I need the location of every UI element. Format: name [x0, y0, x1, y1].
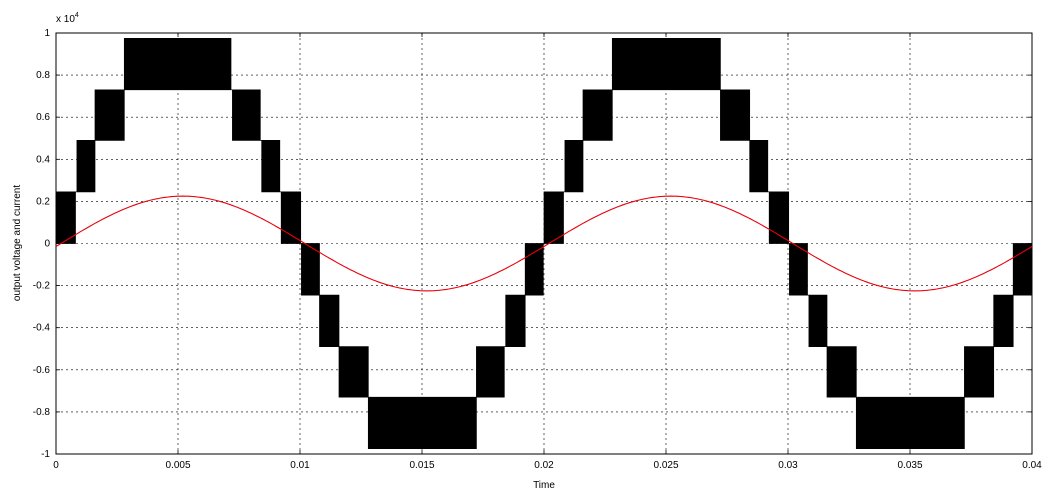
y-tick-label: -0.8: [33, 407, 51, 418]
y-tick-label: 1: [44, 28, 50, 39]
y-tick-label: 0.2: [36, 196, 50, 207]
y-tick-label: -1: [41, 449, 50, 460]
x-tick-label: 0: [53, 460, 59, 471]
x-axis-label: Time: [533, 480, 555, 491]
y-tick-label: -0.6: [33, 365, 51, 376]
x-tick-label: 0.03: [778, 460, 798, 471]
x-tick-label: 0.025: [653, 460, 678, 471]
y-tick-label: 0.4: [36, 154, 50, 165]
y-axis-label: output voltage and current: [12, 185, 23, 301]
x-tick-label: 0.01: [290, 460, 310, 471]
y-tick-label: 0: [44, 239, 50, 250]
y-tick-label: -0.2: [33, 281, 51, 292]
x-tick-label: 0.015: [409, 460, 434, 471]
y-multiplier-label: x 104: [56, 12, 79, 25]
x-tick-label: 0.02: [534, 460, 554, 471]
voltage-line: [56, 37, 1033, 450]
y-tick-labels: 1 0.8 0.6 0.4 0.2 0 -0.2 -0.4 -0.6 -0.8 -1: [33, 28, 51, 460]
y-tick-label: 0.8: [36, 70, 50, 81]
x-tick-label: 0.04: [1022, 460, 1042, 471]
current-line: [55, 195, 1033, 292]
voltage-series: [56, 37, 1033, 450]
y-tick-label: -0.4: [33, 323, 51, 334]
x-tick-label: 0.035: [897, 460, 922, 471]
x-tick-labels: 0 0.005 0.01 0.015 0.02 0.025 0.03 0.035 0.04: [53, 460, 1042, 471]
x-tick-label: 0.005: [165, 460, 190, 471]
current-series: [55, 195, 1033, 292]
y-tick-label: 0.6: [36, 112, 50, 123]
